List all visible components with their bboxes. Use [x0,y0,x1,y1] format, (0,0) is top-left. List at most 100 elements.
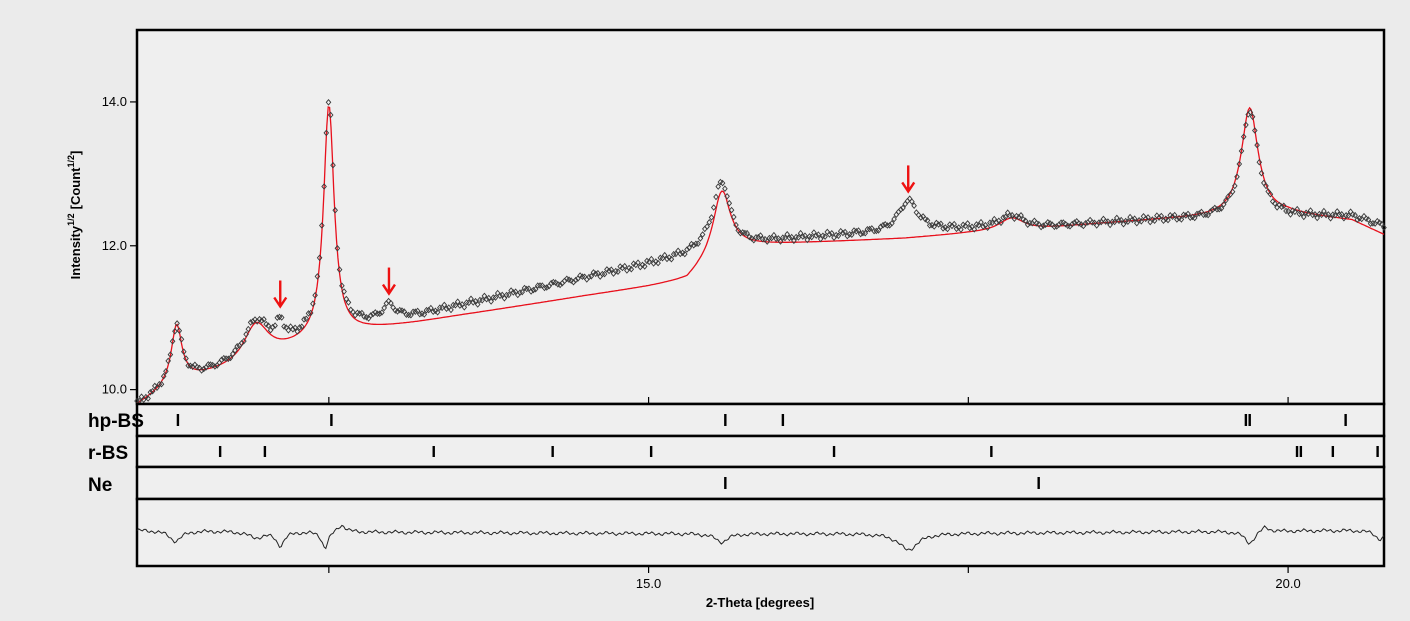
arrow-head [901,181,916,194]
observed-point [245,325,252,333]
observed-point [483,295,490,303]
calculated-pattern-line [136,106,1385,404]
observed-point [278,314,285,321]
observed-point [532,285,539,293]
observed-point [713,193,719,201]
observed-point [512,288,519,295]
observed-point [724,193,730,200]
observed-point [325,99,332,106]
observed-point [499,291,505,299]
observed-point [234,343,240,350]
observed-point [225,355,232,363]
y-axis-title-sup-1: 1/2 [66,213,76,226]
observed-point [942,224,949,231]
observed-point [1062,220,1069,228]
x-tick-label: 15.0 [636,576,661,591]
observed-point [1138,218,1145,225]
observed-point [417,310,423,318]
observed-point [434,309,441,316]
observed-point [1283,207,1289,215]
strip-label-r-bs: r-BS [88,443,128,464]
observed-point [704,223,710,230]
observed-point [341,288,347,295]
observed-point [152,382,158,390]
observed-point [670,250,677,258]
observed-point [530,286,537,294]
observed-point [579,273,586,280]
observed-point [1071,219,1078,226]
observed-point [690,242,697,249]
observed-point [430,308,436,315]
observed-point [715,183,721,190]
observed-point [250,318,256,325]
y-axis-title-sup-2: 1/2 [66,155,76,168]
observed-point [909,198,915,205]
observed-point [666,254,672,261]
observed-point [285,327,292,334]
observed-point [1367,220,1374,227]
observed-point [294,328,301,335]
strip-label-ne: Ne [88,475,112,496]
observed-point [938,220,944,228]
observed-point [1158,212,1165,220]
observed-point [710,204,717,211]
observed-point [158,380,165,388]
y-axis-title-units-suffix: ] [68,151,83,155]
observed-point [178,336,185,343]
observed-point [940,225,946,232]
observed-point [842,228,848,236]
observed-point [1301,213,1307,221]
observed-point [147,389,154,396]
observed-point [800,233,806,240]
observed-point [1174,216,1180,223]
observed-point [877,223,884,231]
observed-point [332,207,338,214]
observed-point [668,255,675,263]
observed-point [310,300,316,307]
observed-point [274,314,281,321]
observed-point [334,245,341,252]
observed-point [316,254,323,262]
observed-point [1294,205,1300,213]
observed-point [1243,121,1249,129]
x-axis-tick-labels: 15.0 20.0 [636,576,1301,591]
observed-point [1022,217,1029,225]
y-axis-title-units-prefix: [Count [68,167,83,210]
observed-point [160,372,167,380]
observed-point [1381,224,1387,231]
observed-point [381,304,387,312]
strip-frame-r-bs [135,434,1386,469]
observed-point [1223,197,1229,204]
observed-point [871,227,877,235]
observed-point [911,202,917,209]
observed-point [457,302,463,309]
observed-point [964,220,971,227]
observed-point [1082,220,1089,227]
observed-point [898,206,904,213]
observed-point [336,266,343,273]
y-axis-tick-labels: 10.0 12.0 14.0 [102,94,127,397]
observed-point [1194,210,1200,218]
observed-point [205,361,212,368]
observed-point [944,225,951,233]
reflection-strip-ne: Ne [88,465,1386,501]
observed-point [1200,211,1207,219]
observed-point [296,324,303,331]
observed-point [1038,223,1044,231]
observed-point [183,355,189,362]
observed-point [1321,207,1327,215]
observed-point [615,268,621,275]
observed-point [557,281,563,289]
observed-point [1332,212,1338,219]
observed-point [261,316,267,323]
observed-point [731,213,737,221]
observed-point [1256,158,1263,166]
observed-point [1307,207,1314,214]
observed-point [967,224,973,232]
observed-point [918,214,924,221]
observed-point [650,260,657,267]
observed-point [599,270,606,278]
observed-point [697,235,704,242]
observed-point [301,316,307,323]
observed-point [1116,217,1122,225]
